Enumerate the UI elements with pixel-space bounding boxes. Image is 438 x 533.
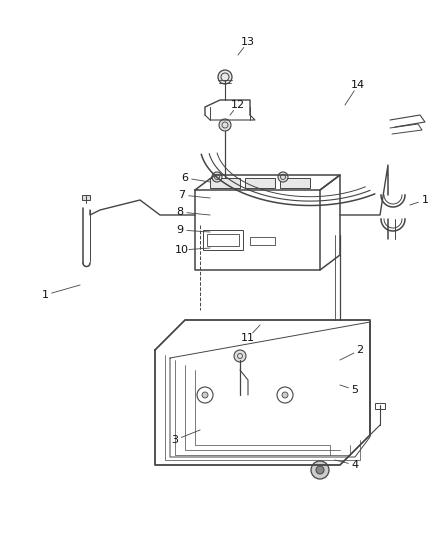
Bar	[82, 195, 90, 200]
Circle shape	[202, 392, 208, 398]
Circle shape	[278, 172, 288, 182]
Text: 3: 3	[172, 435, 179, 445]
Text: 10: 10	[175, 245, 189, 255]
Text: 14: 14	[351, 80, 365, 90]
Text: 8: 8	[177, 207, 184, 217]
Circle shape	[212, 172, 222, 182]
Bar	[250, 237, 275, 245]
Bar	[203, 230, 243, 250]
Bar	[280, 178, 310, 188]
Circle shape	[282, 392, 288, 398]
Bar	[210, 178, 240, 188]
Text: 1: 1	[42, 290, 49, 300]
Text: 11: 11	[241, 333, 255, 343]
Text: 1: 1	[421, 195, 428, 205]
Text: 7: 7	[178, 190, 186, 200]
Bar	[375, 403, 385, 409]
Text: 2: 2	[357, 345, 364, 355]
Bar	[245, 178, 275, 188]
Text: 6: 6	[181, 173, 188, 183]
Circle shape	[311, 461, 329, 479]
Text: 5: 5	[352, 385, 358, 395]
Circle shape	[218, 70, 232, 84]
Text: 9: 9	[177, 225, 184, 235]
Circle shape	[219, 119, 231, 131]
Text: 13: 13	[241, 37, 255, 47]
Circle shape	[316, 466, 324, 474]
Bar	[207, 234, 239, 246]
Text: 4: 4	[351, 460, 359, 470]
Text: 12: 12	[231, 100, 245, 110]
Circle shape	[234, 350, 246, 362]
